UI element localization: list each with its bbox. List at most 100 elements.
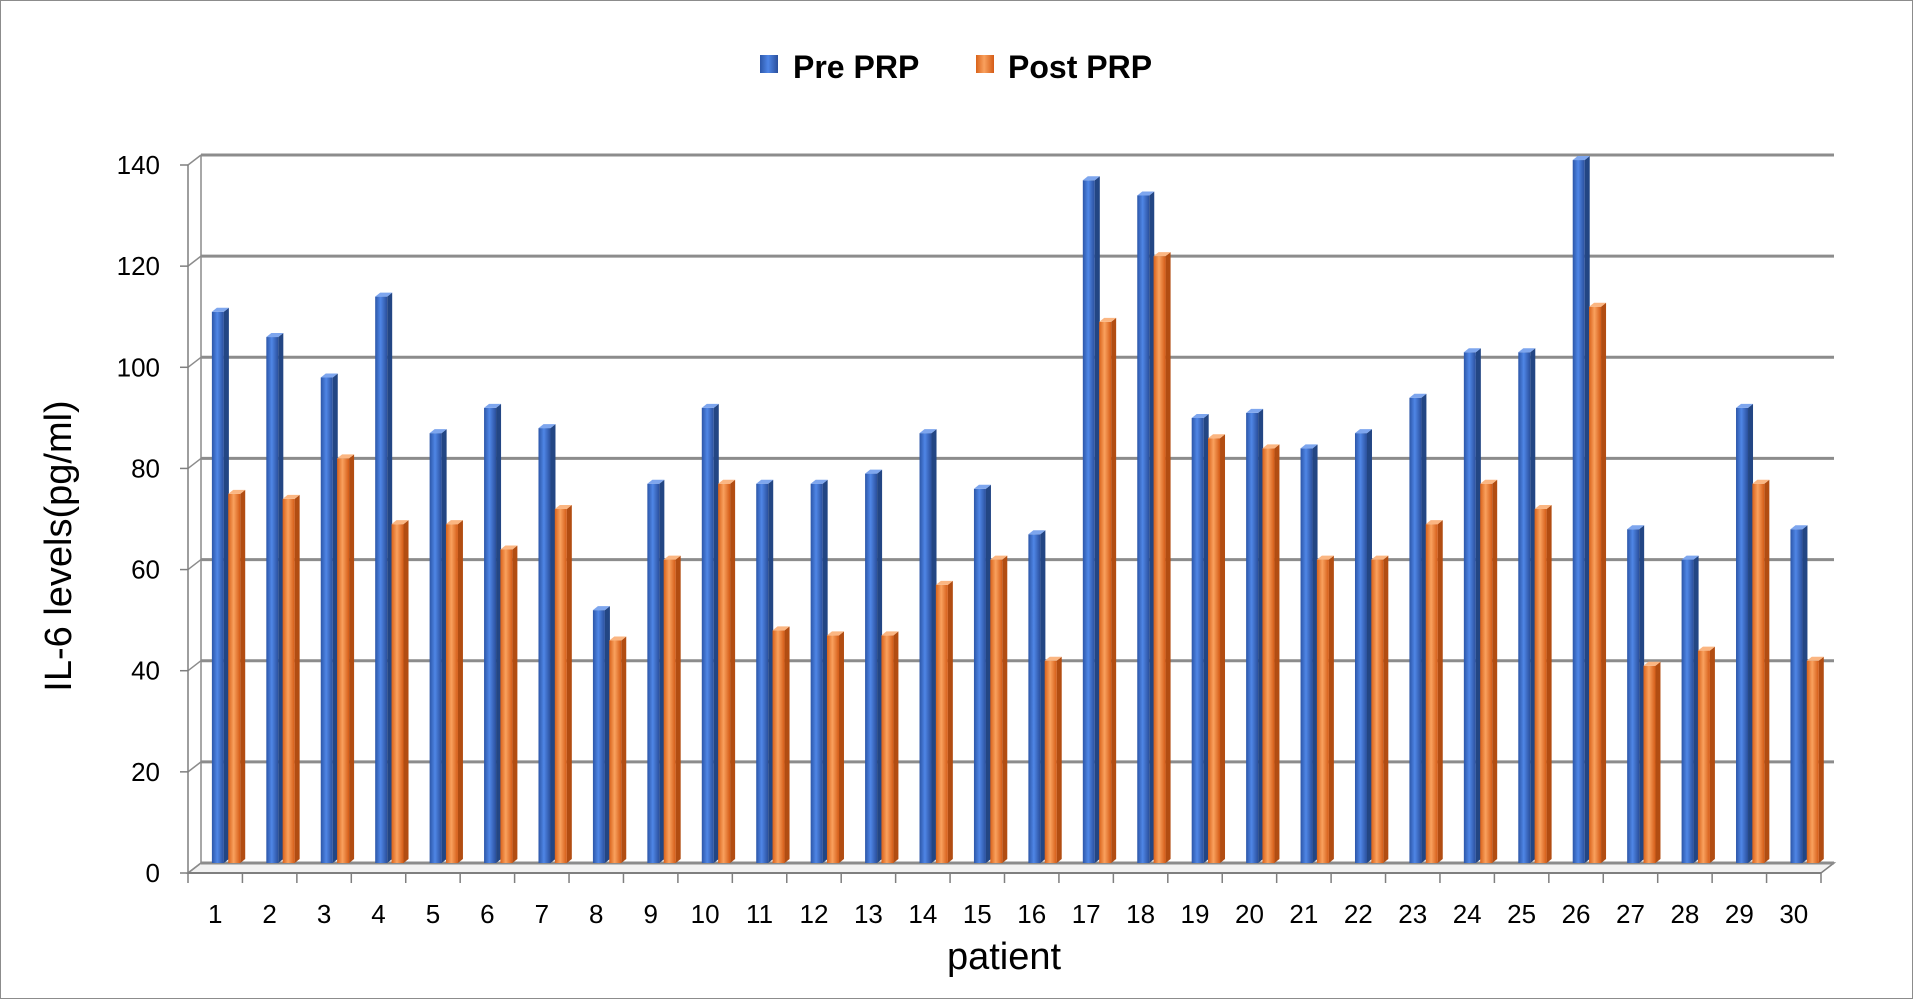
bar-post-prp-side xyxy=(349,454,355,863)
bar-pre-prp-top xyxy=(973,484,991,489)
bar-pre-prp-top xyxy=(1028,530,1046,535)
bar-post-prp-side xyxy=(512,545,518,863)
bar-post-prp-side xyxy=(1818,656,1824,863)
bar-pre-prp xyxy=(266,337,279,863)
bar-post-prp xyxy=(663,559,676,863)
bar-pre-prp-side xyxy=(604,606,610,863)
bar-post-prp xyxy=(500,549,513,863)
bar-pre-prp-top xyxy=(1572,156,1590,161)
bar-post-prp-top xyxy=(1752,479,1770,484)
bar-pre-prp-top xyxy=(375,292,393,297)
bar-post-prp-side xyxy=(1437,520,1443,863)
bar-post-prp xyxy=(935,584,948,863)
bar-pre-prp-top xyxy=(1518,348,1536,353)
bar-pre-prp xyxy=(1572,160,1585,864)
bar-pre-prp-side xyxy=(1040,530,1046,863)
x-tick-label: 27 xyxy=(1616,899,1645,929)
bar-pre-prp-top xyxy=(1191,413,1209,418)
bar-post-prp-side xyxy=(621,636,627,863)
bar-post-prp-top xyxy=(1044,656,1062,661)
bar-post-prp xyxy=(1480,483,1493,863)
bar-pre-prp-top xyxy=(1300,444,1318,449)
bar-pre-prp xyxy=(320,377,333,863)
bar-post-prp xyxy=(1534,509,1547,863)
x-tick-label: 5 xyxy=(426,899,440,929)
x-tick-label: 22 xyxy=(1344,899,1373,929)
x-tick-label: 2 xyxy=(262,899,276,929)
bar-post-prp-top xyxy=(1208,434,1226,439)
bar-pre-prp xyxy=(592,610,605,863)
bar-post-prp-top xyxy=(1534,505,1552,509)
bar-post-prp xyxy=(1643,665,1656,863)
bar-post-prp xyxy=(1806,660,1819,863)
bar-pre-prp-side xyxy=(387,292,393,864)
bar-pre-prp-side xyxy=(496,403,502,863)
bar-post-prp-side xyxy=(730,479,736,863)
bar-post-prp-side xyxy=(838,631,844,863)
x-tick-label: 10 xyxy=(691,899,720,929)
bar-pre-prp xyxy=(919,433,932,863)
bar-pre-prp-top xyxy=(701,403,719,408)
legend-swatch-post-prp xyxy=(976,55,994,73)
x-tick-label: 16 xyxy=(1017,899,1046,929)
bar-post-prp xyxy=(1153,256,1166,864)
bar-post-prp-top xyxy=(445,520,463,525)
legend-label-pre-prp: Pre PRP xyxy=(793,49,919,85)
bar-post-prp-top xyxy=(1099,317,1117,322)
bar-post-prp-top xyxy=(554,505,572,509)
bar-post-prp xyxy=(1697,650,1710,863)
bar-post-prp xyxy=(718,483,731,863)
x-tick-label: 14 xyxy=(908,899,937,929)
bar-post-prp-top xyxy=(990,555,1008,560)
bar-pre-prp xyxy=(1518,352,1531,863)
bar-post-prp xyxy=(826,635,839,863)
x-tick-label: 21 xyxy=(1289,899,1318,929)
y-tick-label: 60 xyxy=(131,555,160,585)
y-tick-label: 20 xyxy=(131,757,160,787)
bar-post-prp-top xyxy=(1316,555,1334,560)
bar-post-prp xyxy=(609,640,622,863)
bar-post-prp-top xyxy=(663,555,681,560)
bar-pre-prp xyxy=(1790,529,1803,863)
bar-post-prp xyxy=(1099,321,1112,863)
x-axis-title: patient xyxy=(947,936,1062,978)
bar-pre-prp xyxy=(484,407,497,863)
bar-pre-prp xyxy=(538,428,551,863)
bar-post-prp xyxy=(1316,559,1329,863)
bar-post-prp xyxy=(881,635,894,863)
bar-post-prp-side xyxy=(675,555,681,863)
bar-pre-prp-side xyxy=(278,333,284,863)
bar-pre-prp-top xyxy=(1463,348,1481,353)
bar-pre-prp xyxy=(1354,433,1367,863)
bar-post-prp-side xyxy=(1383,555,1389,863)
y-tick-label: 140 xyxy=(117,150,160,180)
bar-post-prp-side xyxy=(1002,555,1008,863)
bar-pre-prp xyxy=(1082,180,1095,864)
x-tick-label: 13 xyxy=(854,899,883,929)
x-tick-label: 7 xyxy=(535,899,549,929)
bar-post-prp xyxy=(990,559,1003,863)
bar-post-prp-top xyxy=(1697,646,1715,651)
bar-post-prp xyxy=(228,493,241,863)
x-tick-label: 15 xyxy=(963,899,992,929)
bar-post-prp-top xyxy=(1262,444,1280,449)
bar-post-prp-top xyxy=(1371,555,1389,560)
bar-pre-prp-side xyxy=(768,479,774,863)
bar-post-prp xyxy=(1371,559,1384,863)
bar-pre-prp-side xyxy=(1094,176,1100,864)
x-tick-label: 26 xyxy=(1562,899,1591,929)
x-tick-label: 6 xyxy=(480,899,494,929)
bar-post-prp-side xyxy=(1328,555,1334,863)
bar-pre-prp-top xyxy=(1790,525,1808,530)
bar-pre-prp xyxy=(1246,412,1259,863)
bar-post-prp-top xyxy=(1153,252,1171,257)
bar-pre-prp-top xyxy=(211,307,229,312)
bar-pre-prp xyxy=(1028,534,1041,863)
bar-pre-prp-top xyxy=(266,333,284,338)
bar-post-prp-side xyxy=(1111,317,1117,863)
bar-pre-prp xyxy=(1409,397,1422,863)
bar-post-prp xyxy=(282,498,295,863)
bar-pre-prp-side xyxy=(332,373,338,863)
x-tick-label: 28 xyxy=(1670,899,1699,929)
